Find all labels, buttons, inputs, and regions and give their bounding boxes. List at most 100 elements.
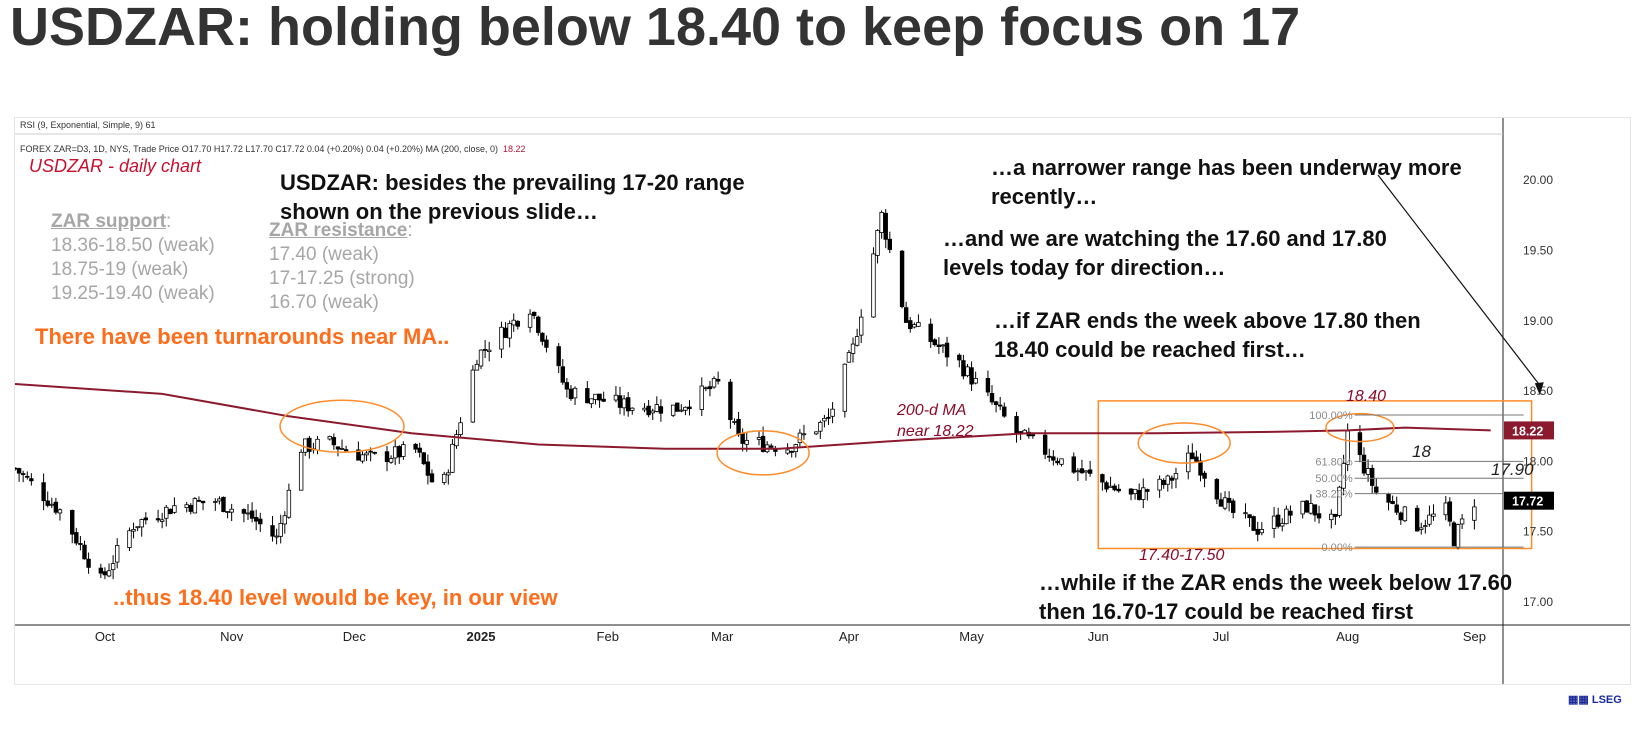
candle	[1427, 505, 1432, 527]
candle	[593, 393, 598, 405]
candle	[961, 354, 966, 380]
candle	[339, 439, 345, 450]
candle-body	[298, 451, 304, 491]
candle	[1369, 464, 1375, 494]
candle-body	[392, 446, 398, 459]
candle	[965, 363, 970, 378]
candle	[274, 528, 279, 545]
candle	[646, 400, 651, 418]
candle	[1214, 477, 1220, 505]
lseg-text: LSEG	[1591, 694, 1622, 706]
candle-body	[736, 418, 741, 436]
turnaround-ellipse	[1325, 412, 1395, 443]
resistance-heading: ZAR resistance	[269, 220, 408, 241]
candle-body	[339, 448, 345, 450]
candle-body	[70, 509, 75, 535]
candle	[135, 526, 140, 532]
candle-body	[1230, 500, 1236, 513]
candle	[507, 320, 512, 348]
candle-body	[1071, 456, 1076, 473]
candle-body	[270, 525, 275, 537]
candle-body	[1198, 460, 1203, 476]
candle	[1316, 505, 1322, 524]
candle-body	[613, 394, 619, 401]
candle	[1173, 467, 1179, 489]
candle	[1169, 475, 1175, 489]
price-chart: 100.00% 61.80% 50.00% 38.20% 0.00% 17.00 17.5…	[15, 118, 1630, 684]
candle-body	[1423, 525, 1428, 528]
candle-body	[630, 407, 635, 411]
candle	[617, 386, 623, 415]
y-tick-label: 20.00	[1523, 173, 1553, 187]
candle	[642, 403, 647, 413]
candle-body	[683, 406, 688, 411]
candle-body	[1357, 432, 1363, 456]
candle-body	[1304, 500, 1309, 513]
resistance-colon: :	[407, 220, 413, 241]
candle	[625, 392, 631, 417]
candle	[850, 337, 856, 363]
note-watching: …and we are watching the 17.60 and 17.80…	[943, 226, 1387, 280]
candle-body	[315, 438, 320, 451]
candle	[789, 450, 794, 458]
candle	[253, 509, 259, 531]
candle	[715, 371, 721, 385]
candle	[343, 445, 349, 452]
candle-body	[397, 446, 402, 458]
candle-body	[1014, 416, 1019, 434]
candle-body	[429, 473, 435, 483]
candle	[53, 497, 59, 515]
support-heading: ZAR support	[51, 211, 167, 232]
candle	[1071, 452, 1076, 474]
candle	[1112, 483, 1117, 492]
note-besides: USDZAR: besides the prevailing 17-20 ran…	[280, 170, 745, 224]
level-label-mid: 18	[1412, 442, 1431, 461]
candle-body	[715, 378, 721, 382]
candle-body	[903, 307, 909, 323]
candle	[16, 467, 22, 482]
candle	[1423, 519, 1428, 534]
candle-body	[1337, 486, 1342, 516]
candle	[335, 446, 341, 457]
candle-body	[654, 404, 660, 412]
resistance-item: 16.70 (weak)	[269, 292, 379, 313]
candle	[384, 445, 390, 472]
candle-body	[229, 508, 234, 513]
candle-body	[253, 517, 259, 522]
candle-body	[1059, 458, 1064, 465]
candle	[597, 393, 602, 408]
candle	[822, 414, 827, 428]
candle	[470, 365, 476, 423]
candle	[1288, 505, 1293, 524]
candle-body	[826, 416, 831, 419]
x-tick-label: Apr	[839, 629, 860, 644]
candle	[270, 516, 275, 542]
candle-body	[658, 406, 664, 414]
candle	[531, 311, 537, 320]
candle-body	[1247, 514, 1252, 519]
support-colon: :	[166, 211, 172, 232]
candle-body	[1042, 434, 1048, 455]
note-below: …while if the ZAR ends the week below 17…	[1039, 570, 1513, 624]
candle-body	[1218, 499, 1224, 507]
candle	[908, 317, 913, 333]
candle-body	[1055, 460, 1060, 464]
candle-body	[1472, 506, 1477, 521]
candle	[1047, 448, 1052, 462]
candle-body	[801, 433, 807, 436]
candle	[1165, 474, 1170, 492]
x-tick-label: Jul	[1213, 629, 1230, 644]
candle-body	[944, 342, 950, 358]
candle	[446, 469, 451, 485]
candle	[899, 249, 905, 309]
candle-body	[1451, 522, 1457, 547]
candle	[572, 386, 578, 406]
candle	[773, 445, 778, 457]
annotation-arrow-line	[1377, 174, 1541, 386]
candle	[1194, 450, 1199, 462]
fib-label: 100.00%	[1309, 410, 1353, 422]
candle	[360, 451, 365, 464]
candle	[102, 567, 108, 580]
candle-body	[756, 437, 762, 440]
candle-body	[879, 212, 884, 233]
